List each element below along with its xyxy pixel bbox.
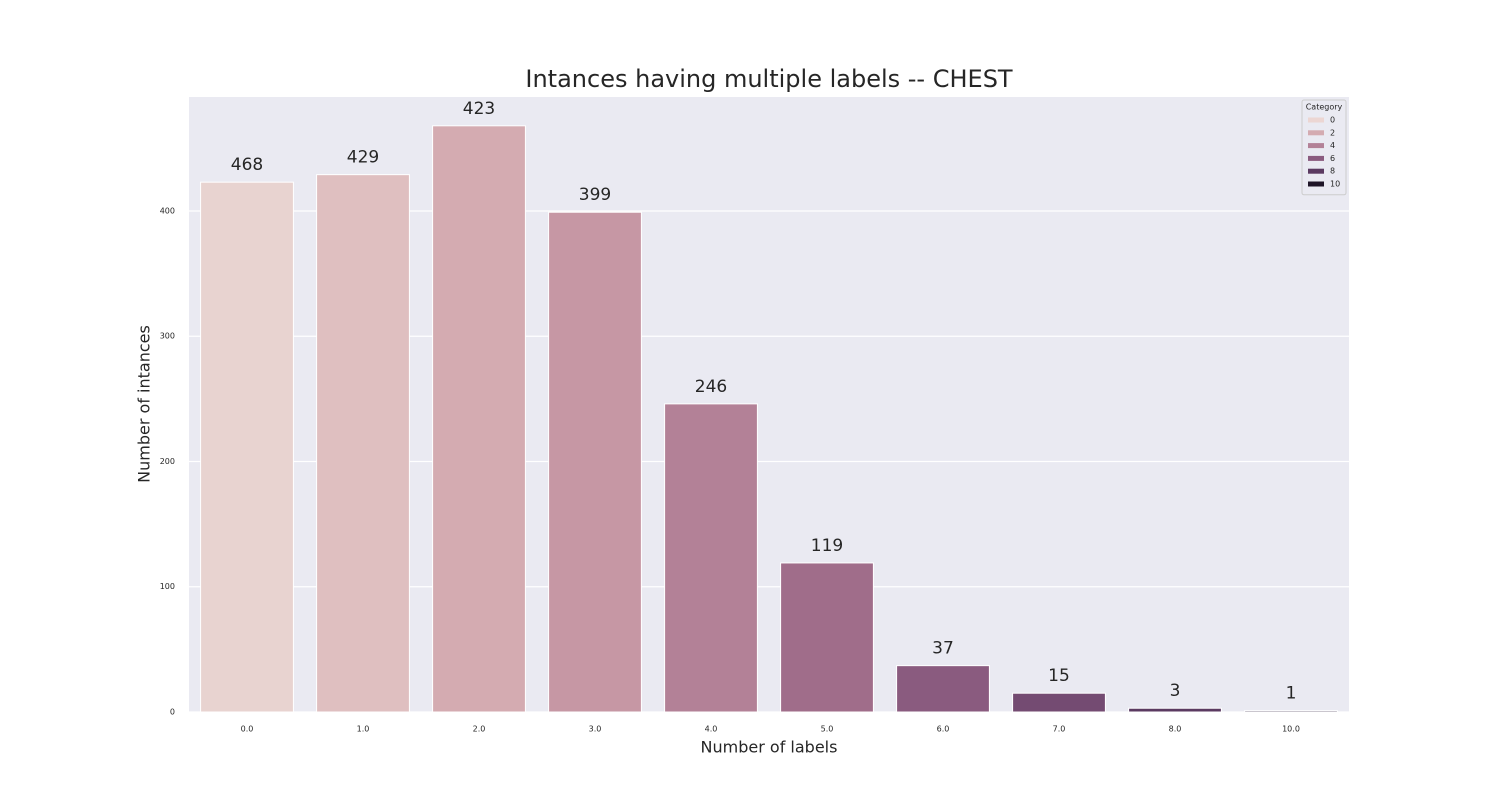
- y-tick-label: 100: [160, 582, 175, 591]
- bar-annotation: 37: [932, 639, 954, 659]
- x-tick-label: 3.0: [589, 725, 602, 734]
- y-tick-label: 400: [160, 206, 175, 215]
- legend-swatch: [1308, 143, 1324, 149]
- legend-swatch: [1308, 130, 1324, 136]
- legend-title: Category: [1306, 103, 1343, 112]
- bar: [896, 665, 990, 713]
- legend-swatch: [1308, 117, 1324, 123]
- legend-label: 0: [1330, 116, 1335, 125]
- y-tick-label: 300: [160, 332, 175, 341]
- legend-swatch: [1308, 181, 1324, 187]
- x-tick-label: 5.0: [821, 725, 834, 734]
- bar-annotation: 468: [231, 155, 263, 175]
- x-axis-label: Number of labels: [701, 738, 838, 757]
- chart-title: Intances having multiple labels -- CHEST: [525, 65, 1013, 93]
- x-tick-label: 1.0: [357, 725, 370, 734]
- x-tick-label: 8.0: [1169, 725, 1182, 734]
- bar: [664, 403, 758, 713]
- x-tick-label: 7.0: [1053, 725, 1066, 734]
- legend-label: 4: [1330, 141, 1335, 150]
- legend-swatch: [1308, 168, 1324, 174]
- bar: [432, 125, 526, 713]
- legend-label: 10: [1330, 180, 1340, 189]
- bar: [316, 174, 410, 713]
- legend-label: 2: [1330, 128, 1335, 137]
- bar: [1244, 710, 1338, 713]
- legend-label: 8: [1330, 167, 1335, 176]
- x-tick-label: 10.0: [1282, 725, 1300, 734]
- y-tick-label: 0: [170, 708, 175, 717]
- bar-annotation: 399: [579, 185, 611, 205]
- x-tick-label: 2.0: [473, 725, 486, 734]
- bar: [1128, 707, 1222, 713]
- bar-annotation: 15: [1048, 666, 1070, 686]
- y-tick-label: 200: [160, 457, 175, 466]
- legend-label: 6: [1330, 154, 1335, 163]
- bar-annotation: 423: [463, 99, 495, 119]
- bar: [1012, 692, 1106, 713]
- legend-swatch: [1308, 155, 1324, 161]
- bar: [780, 562, 874, 713]
- x-tick-label: 4.0: [705, 725, 718, 734]
- bar-annotation: 119: [811, 536, 843, 556]
- bar: [200, 181, 294, 713]
- bar-annotation: 1: [1286, 684, 1297, 704]
- x-tick-label: 6.0: [937, 725, 950, 734]
- y-axis-label: Number of intances: [135, 325, 154, 483]
- bar-annotation: 246: [695, 377, 727, 397]
- bar-annotation: 3: [1170, 681, 1181, 701]
- x-tick-label: 0.0: [241, 725, 254, 734]
- bar-annotation: 429: [347, 148, 379, 168]
- bar: [548, 211, 642, 713]
